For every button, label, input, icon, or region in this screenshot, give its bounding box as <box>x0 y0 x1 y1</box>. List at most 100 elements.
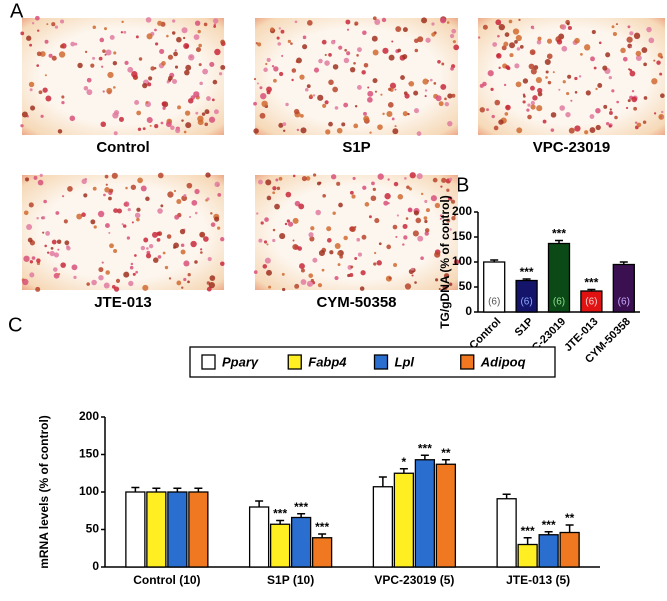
micrograph-cell <box>173 51 178 57</box>
micrograph-cell <box>30 105 36 111</box>
micrograph-cell <box>391 40 394 43</box>
panel-label: B <box>456 174 469 196</box>
micrograph-cell <box>424 89 428 92</box>
micrograph-cell <box>201 112 206 116</box>
micrograph-cell <box>91 279 97 286</box>
micrograph-cell <box>578 75 582 78</box>
micrograph-cell <box>397 194 404 200</box>
x-tick-label: VPC-23019 (5) <box>374 573 454 587</box>
micrograph-cell <box>660 93 665 99</box>
micrograph-cell <box>22 278 29 286</box>
micrograph-cell <box>208 116 216 123</box>
micrograph-cell <box>325 129 331 135</box>
micrograph-cell <box>35 286 41 292</box>
micrograph-cell <box>193 91 200 98</box>
n-label: (6) <box>520 297 532 308</box>
n-label: (6) <box>488 297 500 308</box>
micrograph-cell <box>546 53 553 60</box>
micrograph-cell <box>550 112 557 118</box>
micrograph-cell <box>263 240 268 244</box>
micrograph-cell <box>568 127 575 134</box>
micrograph-cell <box>608 124 612 128</box>
micrograph-cell <box>279 233 286 240</box>
micrograph-cell <box>313 173 317 177</box>
micrograph-cell <box>268 285 272 289</box>
micrograph-cell <box>356 237 361 242</box>
micrograph-cell <box>40 114 44 118</box>
micrograph-cell <box>156 231 161 236</box>
y-tick-label: 100 <box>452 254 472 268</box>
micrograph-cell <box>486 108 489 112</box>
micrograph-cell <box>442 284 448 291</box>
micrograph-cell <box>137 127 142 131</box>
micrograph-cell <box>126 236 131 240</box>
micrograph-cell <box>382 47 389 54</box>
micrograph-cell <box>402 111 408 117</box>
micrograph-cell <box>143 237 149 243</box>
micrograph-cell <box>504 112 509 116</box>
micrograph-cell <box>349 190 354 195</box>
micrograph-cell <box>326 238 332 243</box>
micrograph-cell <box>498 119 504 125</box>
micrograph-cell <box>362 185 367 190</box>
micrograph-cell <box>330 39 336 45</box>
micrograph-cell <box>146 117 153 124</box>
micrograph-cell <box>166 34 169 38</box>
micrograph-cell <box>122 224 127 228</box>
micrograph-cell <box>98 56 103 61</box>
micrograph-cell <box>179 228 186 235</box>
micrograph-cell <box>26 224 33 231</box>
micrograph-cell <box>526 108 530 112</box>
micrograph-cell <box>185 64 192 71</box>
micrograph-cell <box>137 177 143 184</box>
micrograph-cell <box>181 119 184 122</box>
micrograph-cell <box>595 87 598 91</box>
micrograph-cell <box>278 176 283 181</box>
micrograph-cell <box>349 66 356 73</box>
micrograph-cell <box>388 276 392 280</box>
micrograph-cell <box>589 114 595 119</box>
micrograph-cell <box>441 177 447 183</box>
micrograph-cell <box>448 282 453 287</box>
micrograph-cell <box>443 273 450 279</box>
micrograph-cell <box>37 29 40 32</box>
micrograph-cell <box>183 260 190 267</box>
micrograph-cell <box>334 106 339 110</box>
micrograph-cell <box>447 93 453 99</box>
micrograph-cell <box>565 111 571 118</box>
micrograph-cell <box>57 129 63 134</box>
micrograph-cell <box>322 194 326 198</box>
significance: *** <box>520 265 534 279</box>
panel-label: A <box>10 0 24 22</box>
micrograph-cell <box>516 127 523 134</box>
micrograph-cell <box>115 278 121 283</box>
micrograph-caption: S1P <box>342 139 370 156</box>
micrograph-cell <box>435 278 439 282</box>
micrograph-cell <box>265 62 268 66</box>
n-label: (6) <box>585 297 597 308</box>
micrograph-cell <box>434 251 441 258</box>
bar <box>125 491 146 568</box>
micrograph-cell <box>29 88 33 92</box>
micrograph-cell <box>142 284 149 291</box>
micrograph-cell <box>416 131 422 136</box>
micrograph-cell <box>64 240 70 246</box>
micrograph-cell <box>36 51 42 57</box>
micrograph-cell <box>292 217 299 224</box>
micrograph-cell <box>299 263 305 270</box>
micrograph-cell <box>523 95 526 98</box>
micrograph-cell <box>260 221 264 225</box>
micrograph-cell <box>310 278 314 283</box>
legend-label: Fabp4 <box>308 354 347 369</box>
micrograph-cell <box>369 131 372 134</box>
micrograph-cell <box>145 17 152 23</box>
significance: *** <box>315 520 329 534</box>
micrograph-cell <box>204 122 209 127</box>
micrograph-cell <box>154 124 159 129</box>
micrograph-cell <box>567 25 572 31</box>
micrograph-cell <box>337 263 341 267</box>
micrograph-cell <box>26 35 32 41</box>
micrograph-cell <box>136 110 142 116</box>
micrograph-cell <box>332 211 336 215</box>
micrograph-cell <box>100 121 107 128</box>
